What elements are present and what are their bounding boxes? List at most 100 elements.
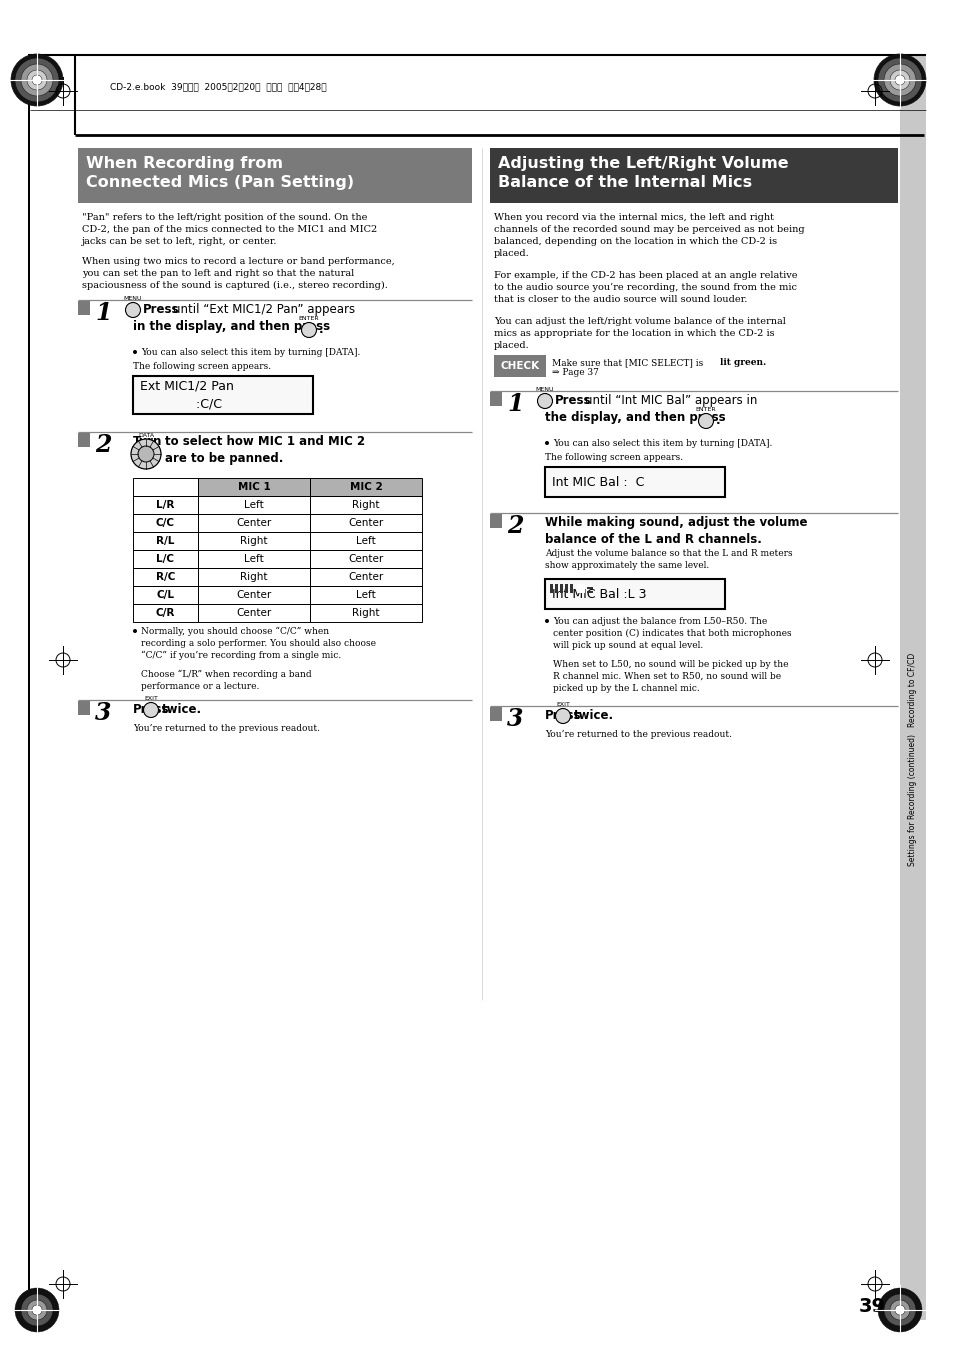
Text: C/L: C/L — [156, 590, 174, 600]
Text: You can also select this item by turning [DATA].: You can also select this item by turning… — [141, 349, 360, 357]
Bar — [132, 550, 198, 567]
Text: .: . — [716, 413, 720, 427]
Text: Press: Press — [544, 709, 581, 721]
Circle shape — [889, 70, 909, 91]
Text: Turn: Turn — [132, 435, 162, 449]
Bar — [78, 701, 90, 715]
Text: Right: Right — [240, 571, 268, 582]
Circle shape — [131, 439, 161, 469]
Bar — [544, 580, 724, 609]
Text: Choose “L/R” when recording a band
performance or a lecture.: Choose “L/R” when recording a band perfo… — [141, 670, 312, 692]
Text: Center: Center — [236, 590, 272, 600]
Text: Left: Left — [355, 590, 375, 600]
Text: Right: Right — [240, 536, 268, 546]
Text: C/C: C/C — [156, 517, 174, 528]
Circle shape — [132, 630, 137, 634]
Text: CHECK: CHECK — [500, 361, 539, 372]
Circle shape — [877, 1288, 921, 1332]
Text: For example, if the CD-2 has been placed at an angle relative
to the audio sourc: For example, if the CD-2 has been placed… — [494, 272, 797, 304]
Bar — [310, 567, 421, 586]
Bar — [577, 584, 584, 593]
Text: are to be panned.: are to be panned. — [165, 453, 283, 465]
Text: Recording to CF/CD: Recording to CF/CD — [907, 653, 917, 727]
Text: L/C: L/C — [156, 554, 174, 563]
Bar — [494, 355, 545, 377]
Bar — [550, 584, 553, 593]
Text: When set to L50, no sound will be picked up by the
R channel mic. When set to R5: When set to L50, no sound will be picked… — [553, 661, 788, 693]
Circle shape — [27, 1300, 47, 1320]
Bar — [198, 513, 310, 532]
Text: 2: 2 — [506, 513, 523, 538]
Text: 2: 2 — [95, 434, 112, 457]
Text: When using two mics to record a lecture or band performance,
you can set the pan: When using two mics to record a lecture … — [82, 257, 395, 290]
Bar — [198, 532, 310, 550]
Circle shape — [877, 58, 921, 101]
Bar — [586, 586, 593, 589]
Text: R/L: R/L — [156, 536, 174, 546]
Text: MENU: MENU — [124, 296, 142, 301]
Bar — [132, 513, 198, 532]
Circle shape — [11, 54, 63, 105]
Bar — [310, 586, 421, 604]
Bar — [586, 590, 593, 593]
Text: Center: Center — [348, 571, 383, 582]
Text: 3: 3 — [506, 707, 523, 731]
Text: The following screen appears.: The following screen appears. — [132, 362, 271, 372]
Text: 1: 1 — [95, 301, 112, 326]
Bar — [490, 392, 501, 407]
Circle shape — [544, 619, 548, 623]
Text: Adjust the volume balance so that the L and R meters
show approximately the same: Adjust the volume balance so that the L … — [544, 549, 792, 570]
Circle shape — [894, 76, 904, 85]
Bar — [198, 567, 310, 586]
Bar — [198, 478, 310, 496]
Text: twice.: twice. — [162, 703, 202, 716]
Circle shape — [21, 63, 53, 96]
Text: ENTER: ENTER — [298, 316, 319, 322]
Text: lit green.: lit green. — [720, 358, 765, 367]
Text: until “Int MIC Bal” appears in: until “Int MIC Bal” appears in — [584, 394, 757, 407]
Bar — [78, 301, 90, 315]
Circle shape — [894, 1305, 904, 1315]
Text: Int MIC Bal :  C: Int MIC Bal : C — [552, 476, 643, 489]
Bar — [198, 550, 310, 567]
Text: Right: Right — [352, 500, 379, 509]
Circle shape — [132, 350, 137, 354]
Bar — [555, 584, 558, 593]
Text: CD-2.e.book  39ページ  2005年2月20日  日曜日  午後4時28分: CD-2.e.book 39ページ 2005年2月20日 日曜日 午後4時28分 — [110, 82, 326, 92]
Text: Press: Press — [132, 703, 170, 716]
Bar — [310, 478, 421, 496]
Text: "Pan" refers to the left/right position of the sound. On the
CD-2, the pan of th: "Pan" refers to the left/right position … — [82, 213, 376, 246]
Text: in the display, and then press: in the display, and then press — [132, 320, 330, 332]
Circle shape — [698, 413, 713, 428]
Text: balance of the L and R channels.: balance of the L and R channels. — [544, 534, 761, 546]
Bar — [132, 586, 198, 604]
Text: When you record via the internal mics, the left and right
channels of the record: When you record via the internal mics, t… — [494, 213, 803, 258]
Text: MENU: MENU — [536, 386, 554, 392]
Bar — [132, 604, 198, 621]
Text: Adjusting the Left/Right Volume: Adjusting the Left/Right Volume — [497, 155, 788, 172]
Text: While making sound, adjust the volume: While making sound, adjust the volume — [544, 516, 806, 530]
Circle shape — [27, 70, 47, 91]
Circle shape — [897, 77, 902, 82]
Text: Center: Center — [236, 608, 272, 617]
Bar — [310, 550, 421, 567]
Circle shape — [15, 1288, 59, 1332]
Text: 39: 39 — [858, 1297, 885, 1316]
Text: Press: Press — [143, 303, 179, 316]
Text: Center: Center — [348, 517, 383, 528]
Text: EXIT: EXIT — [144, 696, 158, 701]
Circle shape — [883, 1294, 915, 1325]
Text: When Recording from: When Recording from — [86, 155, 283, 172]
Bar — [310, 513, 421, 532]
Text: You’re returned to the previous readout.: You’re returned to the previous readout. — [544, 730, 731, 739]
Text: ⇒ Page 37: ⇒ Page 37 — [552, 367, 598, 377]
Text: 3: 3 — [95, 701, 112, 725]
Text: Make sure that [MIC SELECT] is: Make sure that [MIC SELECT] is — [552, 358, 702, 367]
Text: DATA: DATA — [138, 434, 153, 438]
Circle shape — [889, 1300, 909, 1320]
Circle shape — [32, 1305, 42, 1315]
Circle shape — [126, 303, 140, 317]
Bar — [198, 586, 310, 604]
Bar — [28, 55, 30, 1320]
Circle shape — [555, 708, 570, 724]
